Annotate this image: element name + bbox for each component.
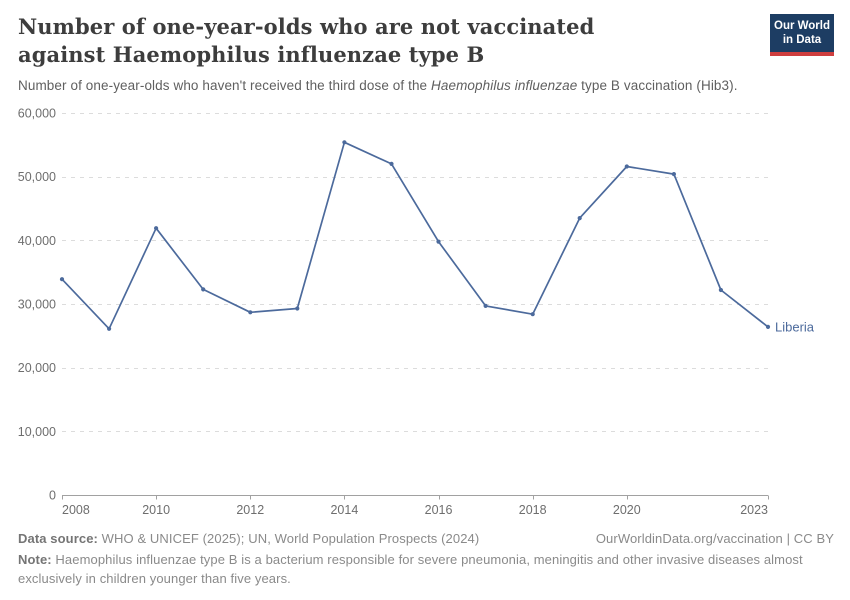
- logo-line1: Our World: [774, 20, 831, 32]
- data-point[interactable]: [248, 310, 253, 315]
- y-axis-tick-label: 0: [49, 489, 56, 503]
- y-axis-tick-label: 60,000: [18, 107, 56, 121]
- data-point[interactable]: [577, 216, 582, 221]
- data-point[interactable]: [295, 306, 300, 311]
- data-point[interactable]: [624, 164, 629, 169]
- data-point[interactable]: [718, 287, 724, 293]
- x-axis-tick-label: 2012: [236, 503, 264, 517]
- y-axis-tick-label: 10,000: [18, 425, 56, 439]
- chart-footer: Data source: WHO & UNICEF (2025); UN, Wo…: [18, 531, 834, 589]
- y-axis-tick-label: 40,000: [18, 234, 56, 248]
- y-axis-tick-label: 20,000: [18, 361, 56, 375]
- x-axis-tick-label: 2023: [740, 503, 768, 517]
- data-point[interactable]: [389, 161, 394, 166]
- data-point[interactable]: [530, 312, 535, 317]
- data-source: Data source: WHO & UNICEF (2025); UN, Wo…: [18, 531, 479, 546]
- chart-note: Note: Haemophilus influenzae type B is a…: [18, 551, 808, 589]
- data-source-label: Data source:: [18, 531, 98, 546]
- data-point[interactable]: [107, 326, 112, 331]
- chart-header: Number of one-year-olds who are not vacc…: [18, 13, 834, 93]
- data-point[interactable]: [436, 239, 441, 244]
- chart-subtitle: Number of one-year-olds who haven't rece…: [18, 78, 834, 93]
- owid-logo[interactable]: Our World in Data: [770, 14, 834, 56]
- data-source-text: WHO & UNICEF (2025); UN, World Populatio…: [97, 531, 480, 546]
- logo-line2: in Data: [782, 34, 822, 47]
- note-text: Haemophilus influenzae type B is a bacte…: [18, 552, 803, 586]
- x-axis-tick-label: 2008: [62, 503, 90, 517]
- data-point[interactable]: [342, 140, 347, 145]
- x-axis-tick-label: 2014: [330, 503, 358, 517]
- x-axis-tick-label: 2016: [425, 503, 453, 517]
- data-point[interactable]: [765, 324, 771, 329]
- x-axis-tick-label: 2018: [519, 503, 547, 517]
- data-point[interactable]: [483, 303, 488, 308]
- data-line-liberia[interactable]: [61, 141, 769, 330]
- note-label: Note:: [18, 552, 52, 567]
- x-axis-tick-label: 2010: [142, 503, 170, 517]
- data-point[interactable]: [154, 226, 159, 231]
- page-title: Number of one-year-olds who are not vacc…: [18, 14, 595, 67]
- data-point[interactable]: [201, 287, 206, 292]
- data-point[interactable]: [59, 277, 65, 282]
- owid-cc-link[interactable]: OurWorldinData.org/vaccination | CC BY: [595, 531, 834, 546]
- subtitle-text: Number of one-year-olds who haven't rece…: [18, 77, 432, 93]
- subtitle-italic-text: Haemophilus influenzae: [431, 77, 578, 93]
- data-point[interactable]: [671, 172, 677, 177]
- series-label-liberia[interactable]: Liberia: [775, 319, 815, 334]
- y-axis-tick-label: 30,000: [18, 298, 56, 312]
- y-axis-tick-label: 50,000: [18, 170, 56, 184]
- subtitle-text-end: type B vaccination (Hib3).: [577, 77, 738, 93]
- x-axis-tick-label: 2020: [613, 503, 641, 517]
